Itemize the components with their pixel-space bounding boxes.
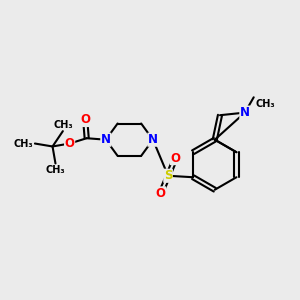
Text: O: O	[170, 152, 180, 165]
Text: N: N	[240, 106, 250, 119]
Text: N: N	[101, 133, 111, 146]
Text: S: S	[164, 169, 172, 182]
Text: O: O	[64, 137, 75, 150]
Text: N: N	[148, 133, 158, 146]
Text: CH₃: CH₃	[14, 139, 33, 148]
Text: CH₃: CH₃	[46, 165, 65, 175]
Text: CH₃: CH₃	[53, 120, 73, 130]
Text: O: O	[80, 113, 90, 127]
Text: O: O	[156, 187, 166, 200]
Text: CH₃: CH₃	[255, 99, 275, 109]
